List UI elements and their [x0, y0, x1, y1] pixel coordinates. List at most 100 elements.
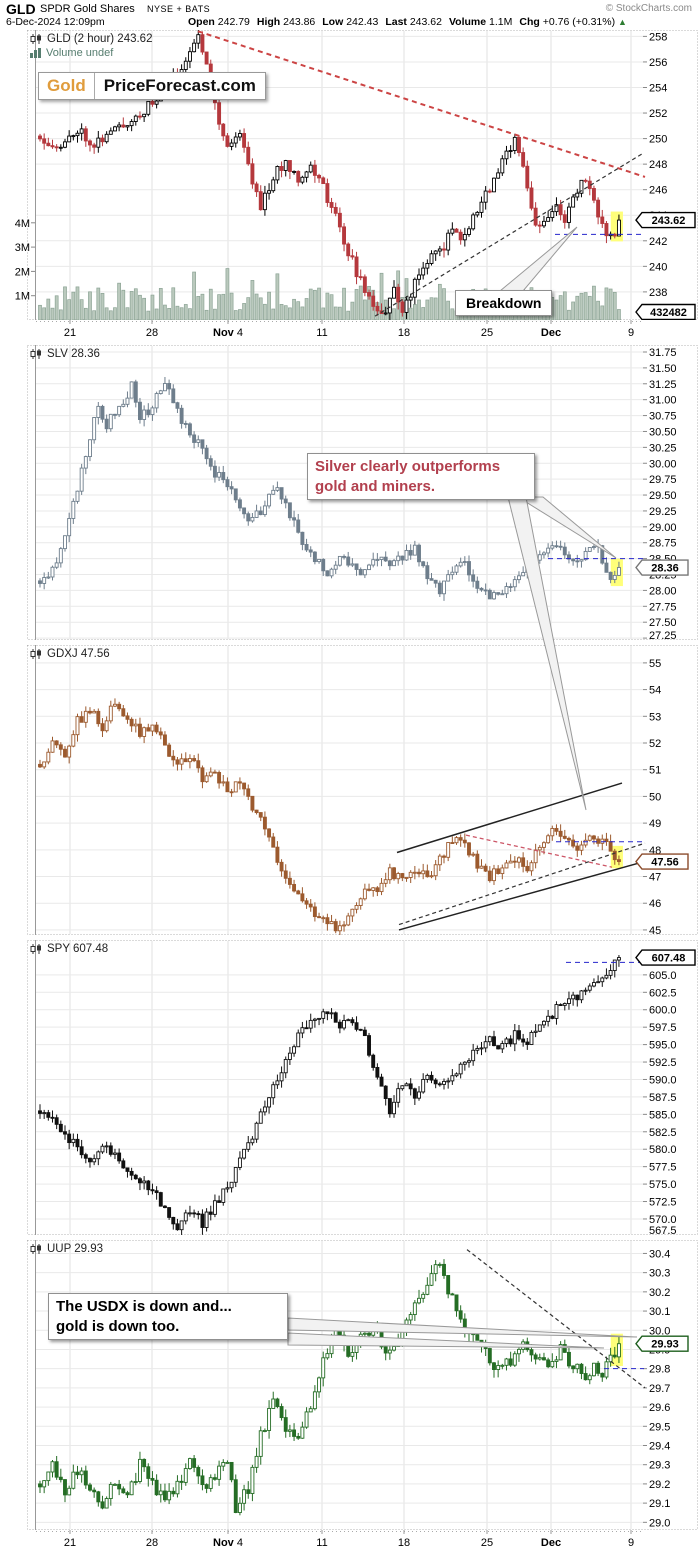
slv-panel-label: SLV 28.36: [30, 348, 100, 360]
price-tag: 432482: [635, 303, 696, 320]
svg-text:29.5: 29.5: [649, 1421, 670, 1433]
svg-text:577.5: 577.5: [649, 1162, 677, 1174]
svg-text:29.75: 29.75: [649, 474, 677, 486]
svg-text:258: 258: [649, 31, 667, 43]
svg-text:29.6: 29.6: [649, 1402, 670, 1414]
svg-text:18: 18: [398, 1537, 410, 1549]
spy-panel-label-text: SPY 607.48: [47, 943, 109, 955]
trendline: [398, 859, 649, 931]
trendline: [398, 842, 646, 926]
svg-text:30.00: 30.00: [649, 458, 677, 470]
svg-text:30.1: 30.1: [649, 1306, 670, 1318]
svg-text:27.75: 27.75: [649, 601, 677, 613]
ticker-name: SPDR Gold Shares: [40, 3, 135, 15]
svg-text:30.3: 30.3: [649, 1268, 670, 1280]
logo-brand-text: Gold: [39, 73, 95, 99]
quote-last-label: Last: [385, 16, 407, 28]
svg-text:585.0: 585.0: [649, 1109, 677, 1121]
svg-text:28.75: 28.75: [649, 538, 677, 550]
gdxj-panel-label: GDXJ 47.56: [30, 648, 110, 660]
gld-panel-label-text: GLD (2 hour) 243.62: [47, 33, 153, 45]
svg-text:238: 238: [649, 287, 667, 299]
svg-text:29.7: 29.7: [649, 1383, 670, 1395]
svg-text:9: 9: [628, 1537, 634, 1549]
last-candle-highlight: [610, 558, 623, 587]
price-tag: 28.36: [635, 559, 689, 576]
svg-text:592.5: 592.5: [649, 1057, 677, 1069]
svg-text:9: 9: [628, 327, 634, 339]
trendline: [197, 30, 646, 178]
goldpriceforecast-logo: Gold PriceForecast.com: [38, 72, 266, 100]
candlestick-chart-icon: [30, 944, 41, 954]
svg-text:Dec: Dec: [541, 327, 561, 339]
svg-text:582.5: 582.5: [649, 1127, 677, 1139]
svg-text:595.0: 595.0: [649, 1040, 677, 1052]
quote-change-label: Chg: [519, 16, 540, 28]
svg-text:28.00: 28.00: [649, 585, 677, 597]
svg-text:600.0: 600.0: [649, 1005, 677, 1017]
svg-text:31.50: 31.50: [649, 363, 677, 375]
svg-text:607.48: 607.48: [652, 953, 686, 965]
svg-text:256: 256: [649, 57, 667, 69]
candlesticks: [38, 30, 621, 320]
svg-text:242: 242: [649, 236, 667, 248]
svg-text:597.5: 597.5: [649, 1022, 677, 1034]
svg-text:53: 53: [649, 711, 661, 723]
svg-text:602.5: 602.5: [649, 987, 677, 999]
svg-text:55: 55: [649, 658, 661, 670]
svg-text:246: 246: [649, 185, 667, 197]
svg-text:30.2: 30.2: [649, 1287, 670, 1299]
svg-text:28: 28: [146, 327, 158, 339]
svg-text:4M: 4M: [15, 218, 30, 230]
svg-text:31.00: 31.00: [649, 395, 677, 407]
quote-open-value: 242.79: [217, 16, 250, 28]
svg-text:Dec: Dec: [541, 1537, 561, 1549]
svg-text:590.0: 590.0: [649, 1074, 677, 1086]
svg-text:570.0: 570.0: [649, 1214, 677, 1226]
candlesticks: [38, 954, 621, 1235]
x-axis-top: 21 28 Nov 4 11 18 25 Dec 9: [36, 320, 643, 339]
breakdown-annotation: Breakdown: [455, 290, 553, 317]
svg-text:52: 52: [649, 738, 661, 750]
volume-bars: [38, 268, 621, 320]
svg-text:432482: 432482: [650, 307, 687, 319]
x-axis-bottom: 21 28 Nov 4 11 18 25 Dec 9: [36, 1530, 643, 1549]
svg-text:29.3: 29.3: [649, 1460, 670, 1472]
svg-text:29.1: 29.1: [649, 1498, 670, 1510]
price-tag: 47.56: [635, 853, 689, 870]
svg-text:243.62: 243.62: [652, 215, 686, 227]
slv-price-panel: 27.2527.5027.7528.0028.2528.5028.7529.00…: [27, 345, 698, 640]
stockcharts-credit: © StockCharts.com: [605, 3, 692, 14]
last-candle-highlight: [610, 1333, 623, 1366]
svg-text:580.0: 580.0: [649, 1144, 677, 1156]
trendline: [396, 782, 623, 854]
slv-panel-label-text: SLV 28.36: [47, 348, 100, 360]
quote-open-label: Open: [188, 16, 215, 28]
spy-panel-label: SPY 607.48: [30, 943, 108, 955]
svg-text:49: 49: [649, 818, 661, 830]
candlestick-chart-icon: [30, 34, 41, 44]
svg-text:47.56: 47.56: [651, 857, 679, 869]
svg-text:250: 250: [649, 134, 667, 146]
ticker-exchange: NYSE + BATS: [147, 4, 211, 14]
svg-text:31.25: 31.25: [649, 379, 677, 391]
svg-text:21: 21: [64, 327, 76, 339]
svg-text:254: 254: [649, 82, 667, 94]
svg-text:25: 25: [481, 327, 493, 339]
quote-datetime: 6-Dec-2024 12:09pm: [6, 16, 105, 28]
uup-panel-label: UUP 29.93: [30, 1243, 103, 1255]
quote-volume: Volume 1.1M: [449, 16, 512, 28]
candlestick-chart-icon: [30, 349, 41, 359]
quote-high-value: 243.86: [283, 16, 316, 28]
svg-text:28.36: 28.36: [651, 563, 679, 575]
svg-text:30.50: 30.50: [649, 426, 677, 438]
svg-text:567.5: 567.5: [649, 1225, 677, 1235]
svg-text:248: 248: [649, 159, 667, 171]
svg-text:27.25: 27.25: [649, 630, 677, 640]
svg-text:25: 25: [481, 1537, 493, 1549]
svg-text:54: 54: [649, 685, 661, 697]
uup-price-panel: 29.0 29.1 29.2 29.3 29.4 29.5 29.6 29.7 29.8 29.9…: [27, 1240, 698, 1530]
